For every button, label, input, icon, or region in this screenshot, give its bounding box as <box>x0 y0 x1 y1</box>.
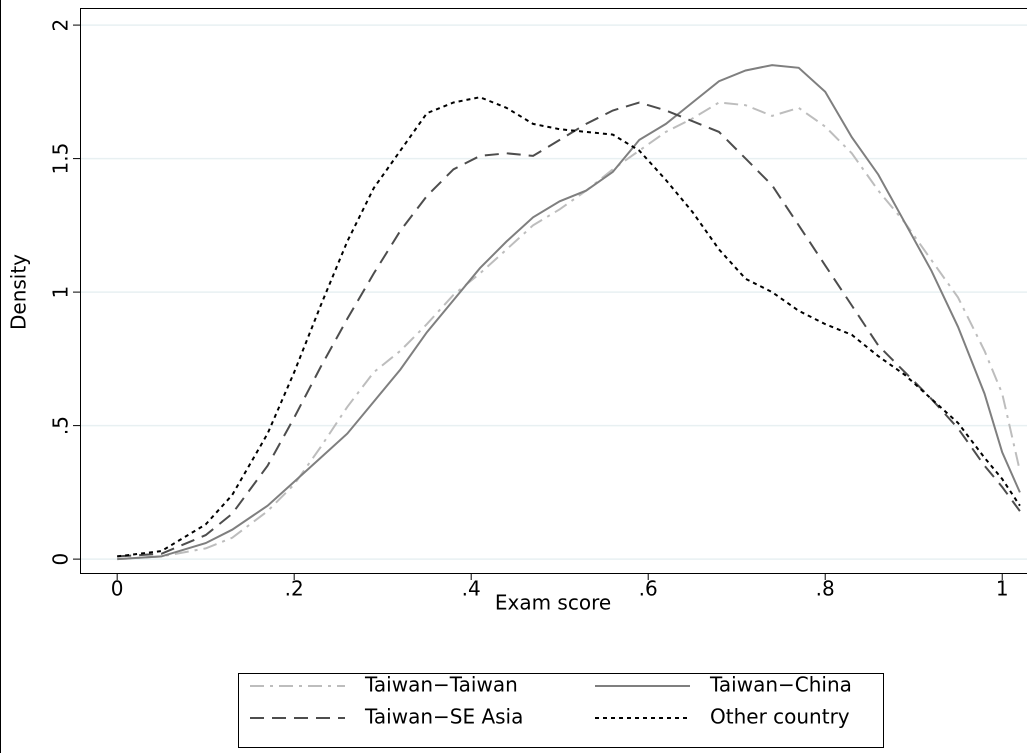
legend-label: Taiwan−China <box>709 673 852 697</box>
x-tick-label: .8 <box>816 577 835 601</box>
x-tick-label: 1 <box>996 577 1009 601</box>
y-tick-label: 0 <box>49 553 73 566</box>
y-tick-label: 1.5 <box>49 143 73 175</box>
y-axis-title: Density <box>7 254 31 330</box>
legend-box <box>238 673 884 748</box>
legend-label: Other country <box>710 705 850 729</box>
x-tick-label: 0 <box>111 577 124 601</box>
x-tick-label: .4 <box>462 577 481 601</box>
x-tick-label: .2 <box>285 577 304 601</box>
y-tick-label: 2 <box>49 19 73 32</box>
legend-label: Taiwan−SE Asia <box>364 705 523 729</box>
density-line <box>117 101 1021 561</box>
plot-frame <box>80 8 1027 574</box>
x-tick-label: .6 <box>639 577 658 601</box>
x-axis-title: Exam score <box>495 591 611 615</box>
y-tick-label: 1 <box>49 286 73 299</box>
density-line <box>117 96 1021 558</box>
density-line <box>117 101 1021 558</box>
y-tick-label: .5 <box>49 416 73 435</box>
density-line <box>117 64 1021 561</box>
legend-label: Taiwan−Taiwan <box>364 673 518 697</box>
